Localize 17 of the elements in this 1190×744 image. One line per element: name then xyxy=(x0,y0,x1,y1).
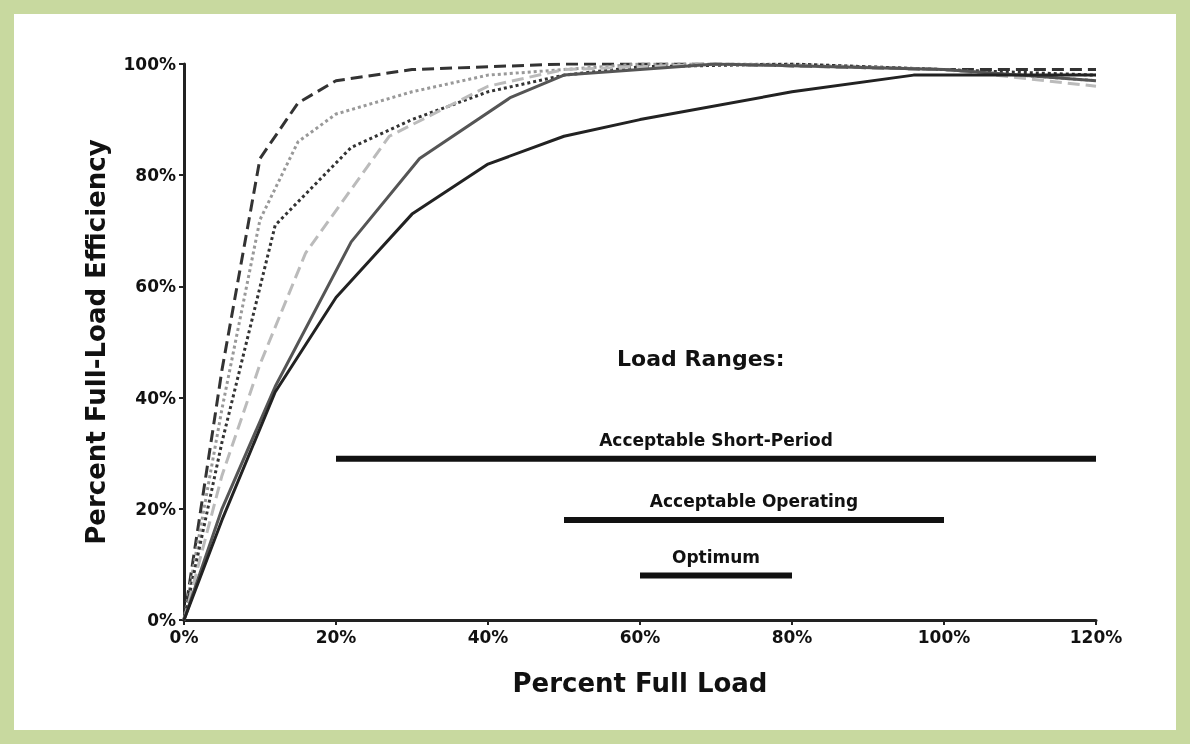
series-label: Optimum xyxy=(671,547,761,568)
x-tick-label: 20% xyxy=(315,626,357,647)
x-tick-label: 100% xyxy=(917,626,971,647)
annotation: Load Ranges: xyxy=(617,346,785,372)
x-tick-label: 40% xyxy=(467,626,509,647)
y-tick-label: 100% xyxy=(123,54,176,74)
x-axis-title: Percent Full Load xyxy=(512,668,768,698)
y-tick-label: 80% xyxy=(135,165,176,186)
y-axis-title: Percent Full-Load Efficiency xyxy=(81,139,111,545)
series-label: Acceptable Operating xyxy=(649,491,859,512)
series-label: Acceptable Short-Period xyxy=(599,430,833,451)
y-tick-label: 40% xyxy=(135,387,176,408)
y-tick-label: 20% xyxy=(135,498,176,519)
x-tick-label: 80% xyxy=(771,626,813,647)
x-tick-label: 120% xyxy=(1069,626,1123,647)
y-tick-label: 60% xyxy=(135,276,176,297)
x-tick-label: 60% xyxy=(619,626,661,647)
